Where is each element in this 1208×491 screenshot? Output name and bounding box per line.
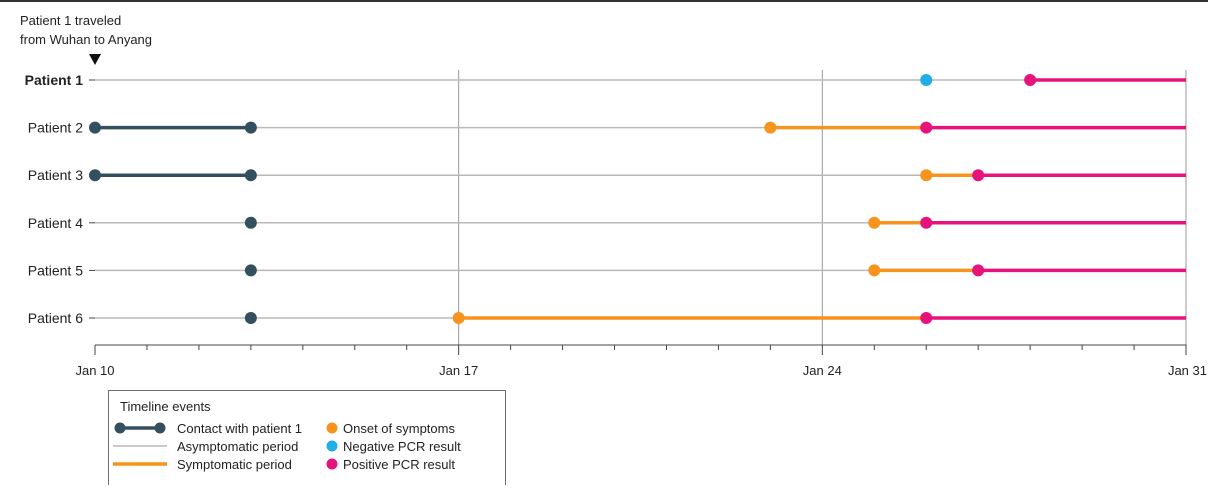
onset-point	[452, 312, 465, 324]
contact-point	[244, 121, 257, 134]
legend-label: Symptomatic period	[177, 457, 292, 472]
contact-point	[89, 121, 101, 134]
patient-row: Patient 1	[25, 72, 1186, 88]
onset-point	[920, 169, 933, 182]
positive-pcr-point	[920, 121, 933, 134]
legend-swatch-dot	[326, 422, 338, 434]
gridlines	[458, 70, 1187, 345]
patient-label: Patient 6	[28, 310, 83, 326]
down-arrow-icon	[89, 54, 101, 65]
contact-point	[89, 169, 101, 182]
legend-contact-dot	[114, 422, 126, 434]
legend-swatch-dot	[326, 458, 338, 470]
onset-point	[868, 264, 881, 277]
legend: Timeline events Contact with patient 1 As…	[108, 390, 506, 485]
patient-label: Patient 1	[25, 72, 84, 88]
contact-point	[244, 312, 257, 324]
negative-pcr-point	[920, 74, 933, 86]
legend-label: Negative PCR result	[343, 439, 461, 454]
legend-items: Contact with patient 1 Asymptomatic perio…	[113, 421, 461, 472]
annotation-line-1: Patient 1 traveled	[20, 13, 121, 28]
x-tick-label: Jan 24	[803, 363, 842, 378]
annotation-line-2: from Wuhan to Anyang	[20, 32, 152, 47]
onset-point	[764, 121, 777, 134]
legend-label: Positive PCR result	[343, 457, 455, 472]
positive-pcr-point	[1024, 74, 1037, 86]
legend-label: Asymptomatic period	[177, 439, 298, 454]
x-axis: Jan 10 Jan 17 Jan 24 Jan 31	[75, 344, 1207, 378]
legend-item-symptomatic: Symptomatic period	[113, 457, 292, 472]
legend-item-onset: Onset of symptoms	[326, 421, 455, 436]
contact-point	[244, 169, 257, 182]
positive-pcr-point	[920, 312, 933, 324]
x-tick-label: Jan 17	[439, 363, 478, 378]
patient-label: Patient 3	[28, 167, 83, 183]
patient-label: Patient 2	[28, 120, 83, 136]
x-tick-label: Jan 10	[75, 363, 114, 378]
legend-contact-dot	[154, 422, 166, 434]
patient-rows: Patient 1 Patient 2 Patient 3 Patient 4 Pati…	[25, 72, 1186, 326]
positive-pcr-point	[972, 169, 985, 182]
patient-label: Patient 4	[28, 215, 83, 231]
legend-item-positive_pcr: Positive PCR result	[326, 457, 455, 472]
contact-point	[244, 264, 257, 277]
patient-row: Patient 3	[28, 167, 1186, 183]
travel-annotation: Patient 1 traveled from Wuhan to Anyang	[20, 13, 152, 65]
positive-pcr-point	[972, 264, 985, 277]
legend-label: Onset of symptoms	[343, 421, 455, 436]
legend-item-negative_pcr: Negative PCR result	[326, 439, 461, 454]
patient-row: Patient 6	[28, 310, 1186, 326]
patient-label: Patient 5	[28, 262, 83, 278]
legend-item-asymptomatic: Asymptomatic period	[113, 439, 298, 454]
onset-point	[868, 216, 881, 229]
positive-pcr-point	[920, 216, 933, 229]
legend-label: Contact with patient 1	[177, 421, 302, 436]
patient-row: Patient 2	[28, 120, 1186, 136]
patient-row: Patient 4	[28, 215, 1186, 231]
legend-swatch-dot	[326, 440, 338, 452]
legend-item-contact: Contact with patient 1	[114, 421, 302, 436]
legend-svg: Timeline events Contact with patient 1 As…	[113, 399, 461, 472]
contact-point	[244, 216, 257, 229]
patient-row: Patient 5	[28, 262, 1186, 278]
x-tick-label: Jan 31	[1168, 363, 1207, 378]
legend-title: Timeline events	[120, 399, 211, 414]
